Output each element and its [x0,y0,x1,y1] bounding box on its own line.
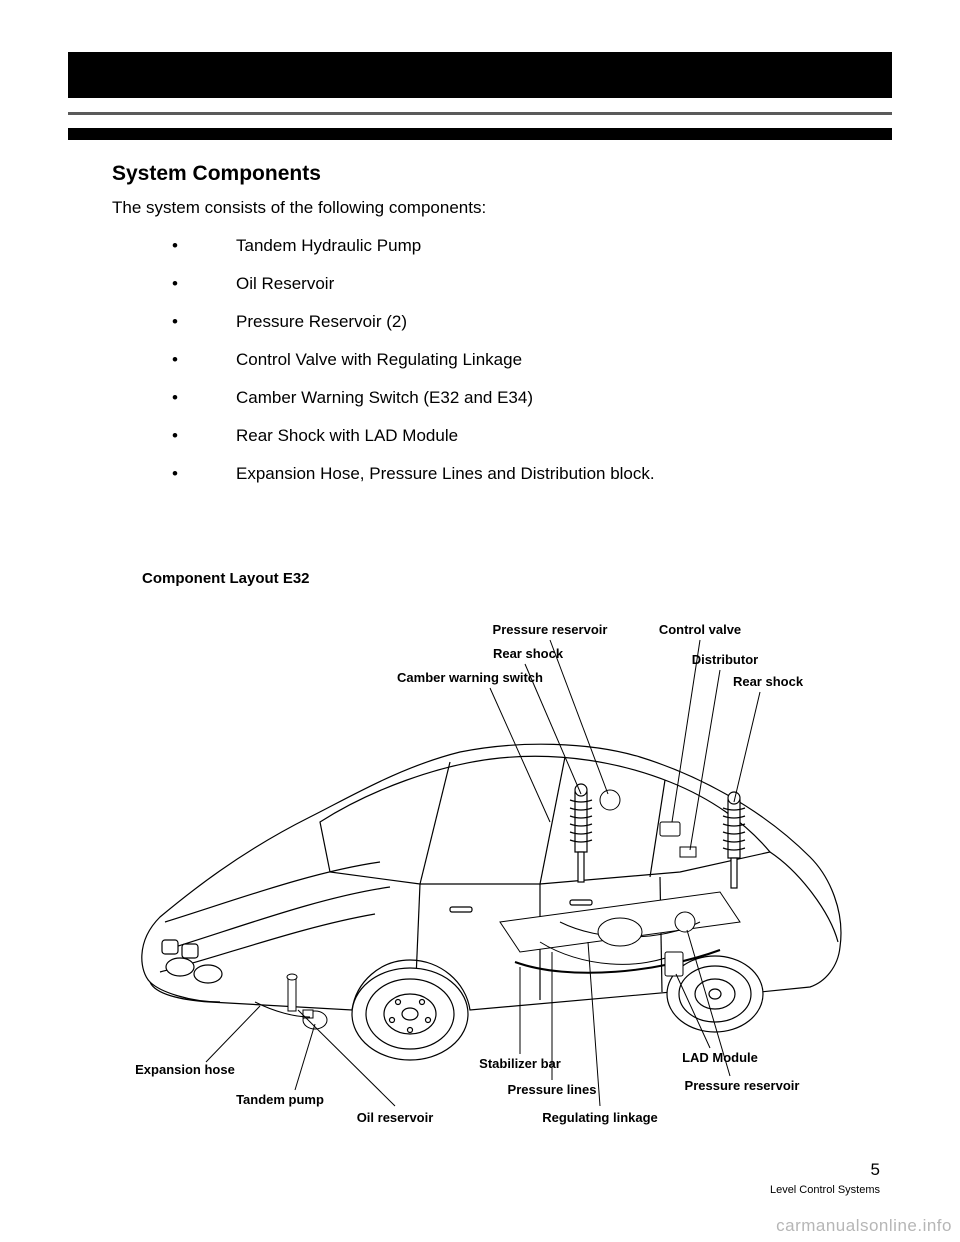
callout-stabilizer-bar: Stabilizer bar [479,1056,561,1071]
callout-camber-warning-switch: Camber warning switch [397,670,543,685]
callout-pressure-lines: Pressure lines [508,1082,597,1097]
list-item: Tandem Hydraulic Pump [172,236,848,256]
callout-pressure-reservoir-bottom: Pressure reservoir [685,1078,800,1093]
list-item: Camber Warning Switch (E32 and E34) [172,388,848,408]
page-number: 5 [871,1160,880,1180]
callout-control-valve: Control valve [659,622,741,637]
header-rule-thin [68,112,892,115]
list-item: Expansion Hose, Pressure Lines and Distr… [172,464,848,484]
pressure-reservoir-1 [600,790,620,810]
callout-pressure-reservoir-top: Pressure reservoir [493,622,608,637]
oil-reservoir [287,974,297,1011]
page: System Components The system consists of… [0,0,960,1242]
front-wheel [352,968,468,1060]
footer-title: Level Control Systems [770,1184,880,1196]
callout-rear-shock-1: Rear shock [493,646,564,661]
list-item: Pressure Reservoir (2) [172,312,848,332]
callout-expansion-hose: Expansion hose [135,1062,235,1077]
content-block: System Components The system consists of… [112,160,848,587]
callout-tandem-pump: Tandem pump [236,1092,324,1107]
callout-rear-shock-2: Rear shock [733,674,804,689]
pressure-reservoir-2 [675,912,695,932]
distributor-block [680,847,696,857]
list-item: Rear Shock with LAD Module [172,426,848,446]
watermark: carmanualsonline.info [776,1216,952,1236]
header-rule-thick [68,128,892,140]
lad-module [665,952,683,976]
section-title: System Components [112,162,848,186]
control-valve [660,822,680,836]
callout-lad-module: LAD Module [682,1050,758,1065]
callout-distributor: Distributor [692,652,758,667]
header-black-bar [68,52,892,98]
callout-regulating-linkage: Regulating linkage [542,1110,658,1125]
callout-oil-reservoir: Oil reservoir [357,1110,434,1125]
intro-text: The system consists of the following com… [112,198,848,218]
list-item: Oil Reservoir [172,274,848,294]
diagram-caption: Component Layout E32 [142,570,848,587]
component-list: Tandem Hydraulic Pump Oil Reservoir Pres… [172,236,848,484]
list-item: Control Valve with Regulating Linkage [172,350,848,370]
component-layout-diagram: Pressure reservoir Control valve Rear sh… [120,622,870,1134]
